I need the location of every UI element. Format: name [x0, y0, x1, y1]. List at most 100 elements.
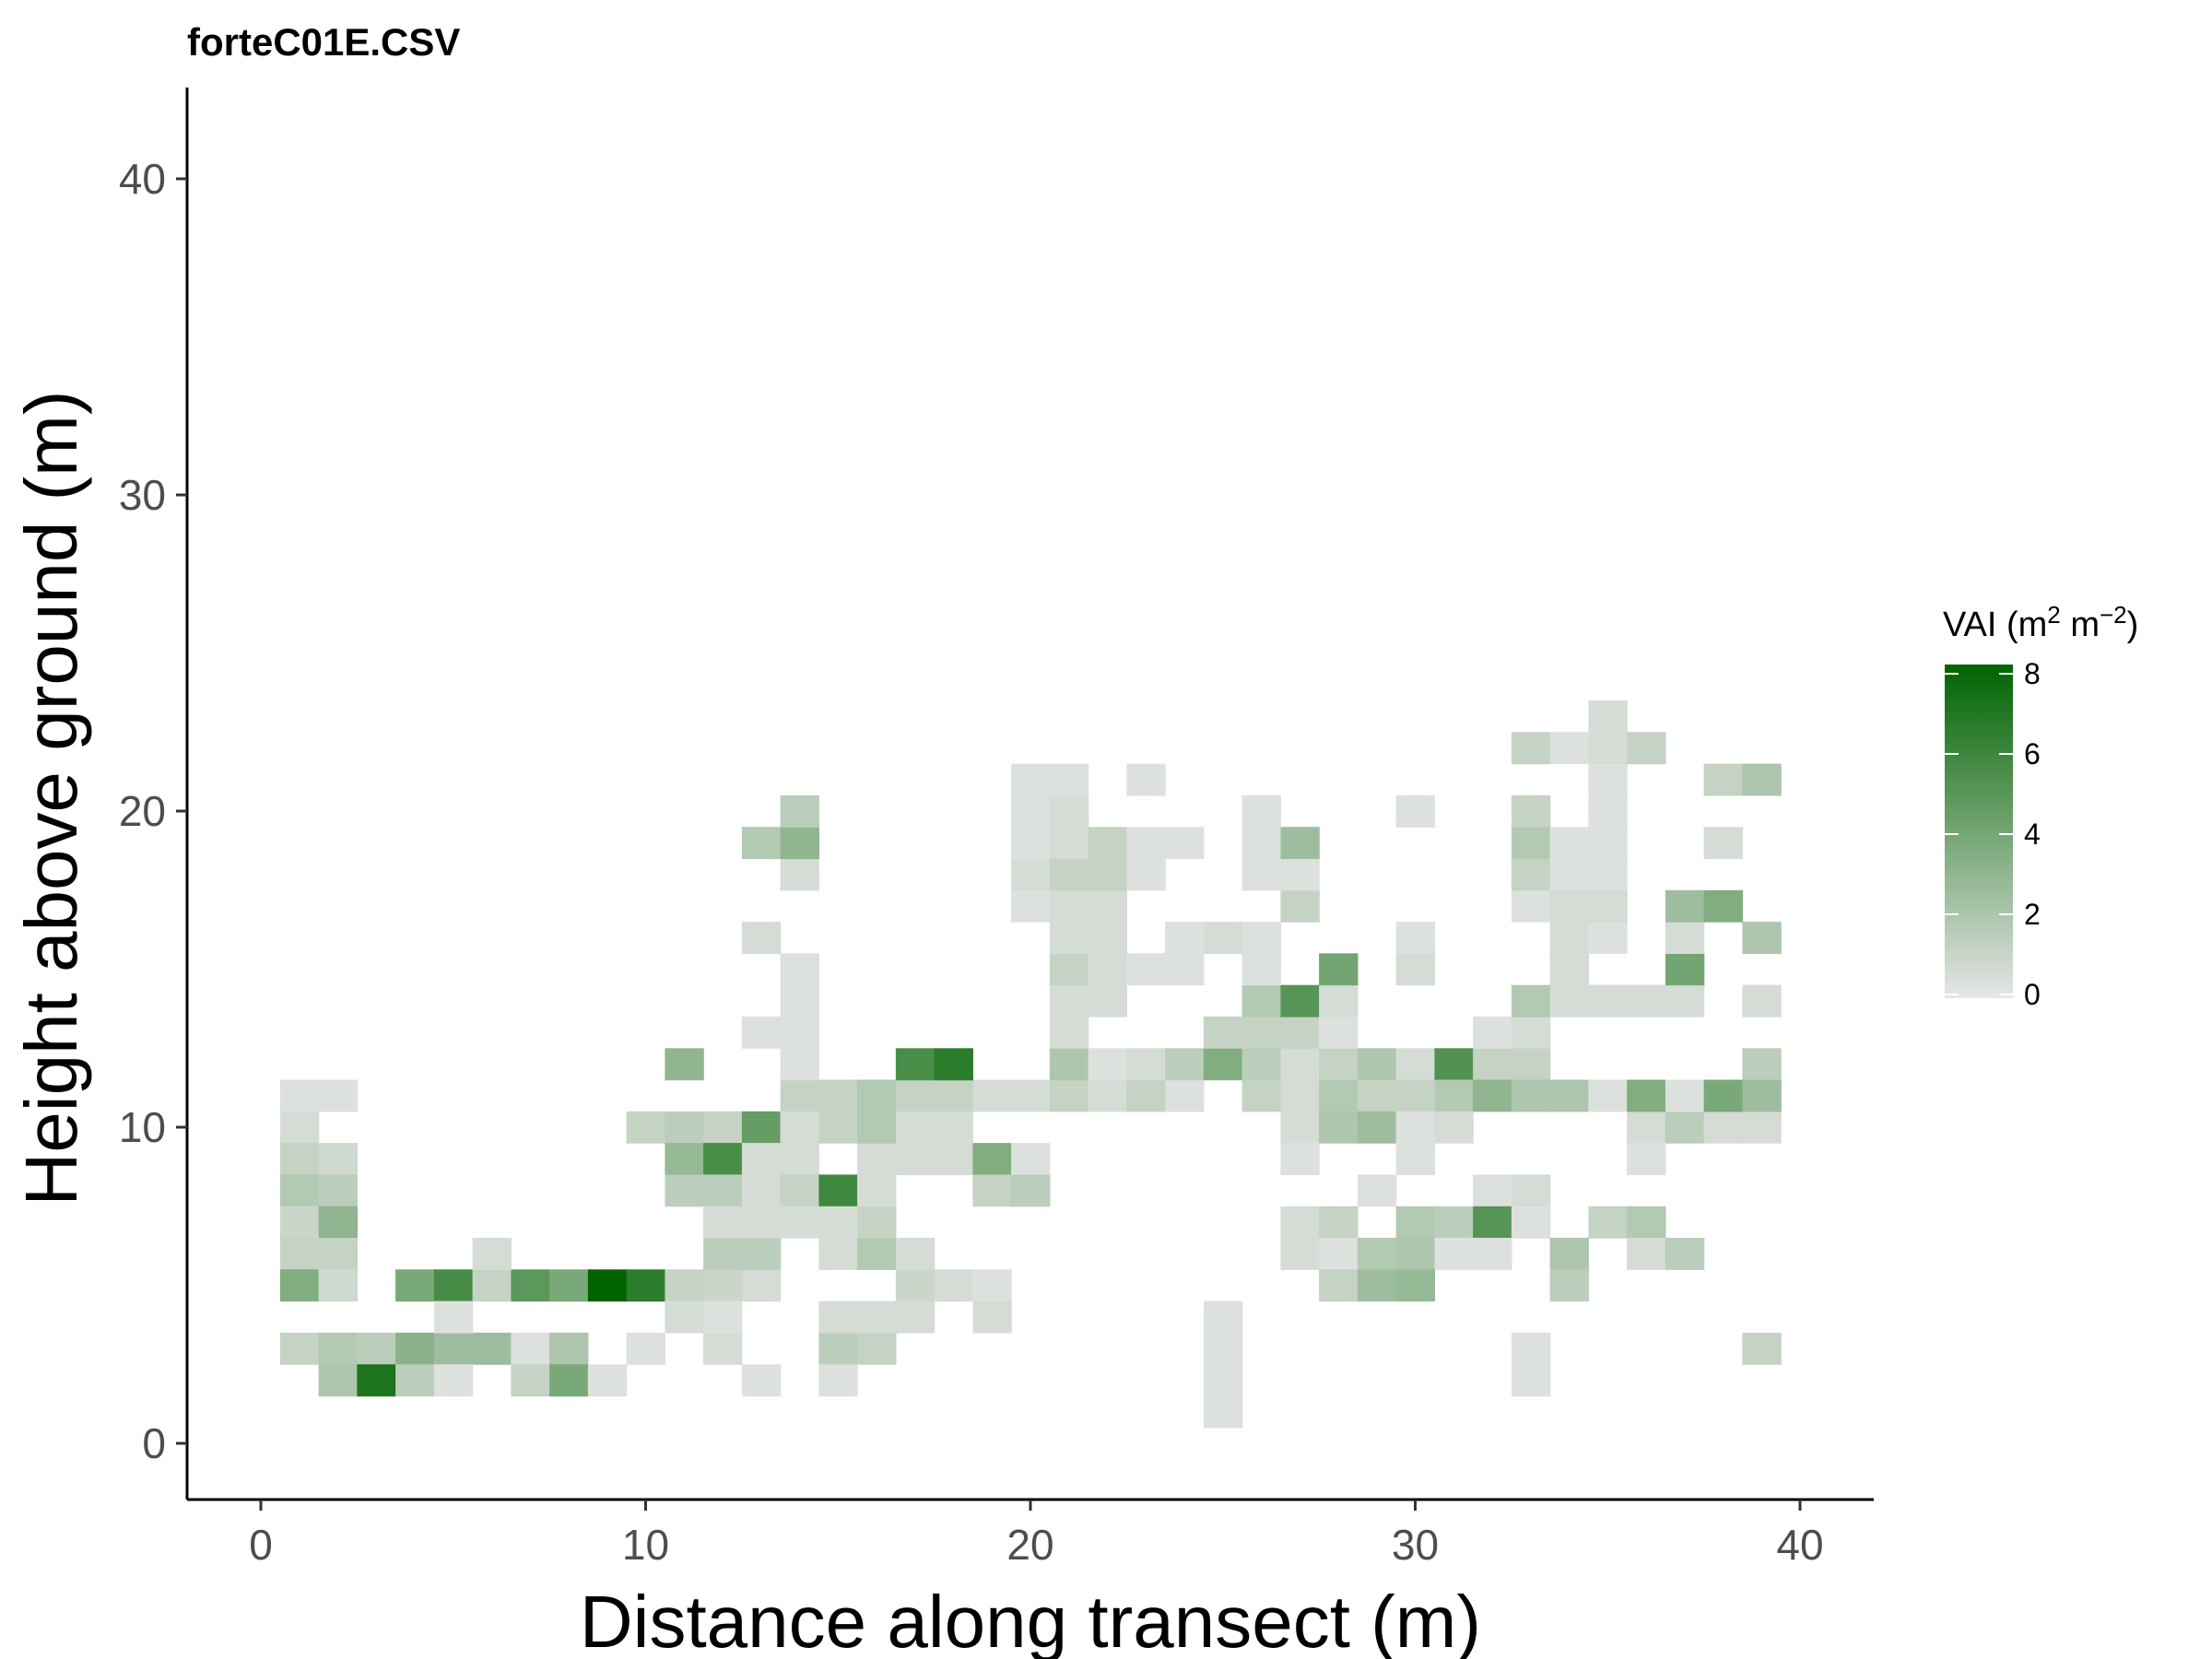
- legend-tick-label: 6: [2024, 737, 2041, 771]
- heatmap-cell: [1049, 858, 1089, 891]
- heatmap-cell: [1319, 1269, 1359, 1302]
- heatmap-cell: [1280, 984, 1320, 1018]
- heatmap-cell: [1395, 1111, 1435, 1144]
- heatmap-cell: [857, 1143, 897, 1175]
- heatmap-cell: [1511, 1174, 1551, 1207]
- heatmap-cell: [741, 827, 782, 860]
- heatmap-cell: [1165, 1048, 1205, 1081]
- legend-tick-label: 0: [2024, 978, 2041, 1011]
- y-tick-label: 30: [119, 471, 166, 519]
- heatmap-cell: [741, 1016, 782, 1049]
- heatmap-cell: [1280, 1079, 1320, 1112]
- heatmap-cell: [818, 1174, 858, 1207]
- heatmap-cell: [1588, 732, 1628, 765]
- heatmap-cell: [1742, 1111, 1782, 1144]
- heatmap-cell: [1241, 953, 1281, 986]
- heatmap-cell: [934, 1269, 973, 1302]
- heatmap-cell: [472, 1332, 512, 1365]
- heatmap-cell: [1588, 889, 1628, 923]
- heatmap-cell: [1280, 1111, 1320, 1144]
- heatmap-cell: [1049, 794, 1089, 828]
- heatmap-cell: [1473, 1079, 1512, 1112]
- heatmap-cells: [279, 700, 1782, 1429]
- heatmap-cell: [665, 1111, 704, 1144]
- heatmap-cell: [1511, 889, 1551, 923]
- heatmap-cell: [741, 1364, 782, 1397]
- heatmap-cell: [511, 1364, 550, 1397]
- heatmap-cell: [857, 1300, 897, 1334]
- heatmap-cell: [1511, 984, 1551, 1018]
- heatmap-cell: [1241, 1079, 1281, 1112]
- heatmap-cell: [895, 1300, 935, 1334]
- y-tick-label: 20: [119, 787, 166, 835]
- heatmap-cell: [1588, 763, 1628, 796]
- heatmap-cell: [395, 1332, 435, 1365]
- heatmap-cell: [1511, 732, 1551, 765]
- heatmap-cell: [1549, 1269, 1589, 1302]
- heatmap-cell: [818, 1111, 858, 1144]
- heatmap-cell: [972, 1300, 1012, 1334]
- heatmap-cell: [318, 1332, 358, 1365]
- heatmap-cell: [703, 1174, 743, 1207]
- heatmap-cell: [1627, 1238, 1666, 1270]
- heatmap-cell: [1511, 1206, 1551, 1239]
- heatmap-cell: [1011, 1174, 1051, 1207]
- heatmap-cell: [1088, 984, 1127, 1018]
- heatmap-cell: [1280, 827, 1320, 860]
- heatmap-cell: [703, 1300, 743, 1334]
- heatmap-cell: [1241, 794, 1281, 828]
- heatmap-cell: [433, 1364, 474, 1397]
- heatmap-cell: [1049, 763, 1089, 796]
- heatmap-cell: [1049, 1016, 1089, 1049]
- heatmap-cell: [318, 1174, 358, 1207]
- heatmap-cell: [1088, 889, 1127, 923]
- heatmap-cell: [1357, 1269, 1397, 1302]
- heatmap-cell: [357, 1364, 396, 1397]
- heatmap-cell: [818, 1206, 858, 1239]
- heatmap-cell: [1241, 1016, 1281, 1049]
- heatmap-cell: [857, 1174, 897, 1207]
- heatmap-cell: [1627, 1206, 1666, 1239]
- heatmap-cell: [1088, 1048, 1127, 1081]
- heatmap-cell: [1665, 984, 1705, 1018]
- heatmap-cell: [1126, 827, 1166, 860]
- heatmap-cell: [318, 1079, 358, 1112]
- heatmap-cell: [1049, 953, 1089, 986]
- heatmap-cell: [741, 1206, 782, 1239]
- heatmap-cell: [1395, 953, 1435, 986]
- heatmap-cell: [1241, 984, 1281, 1018]
- heatmap-cell: [1511, 1364, 1551, 1397]
- legend-tick-label: 8: [2024, 657, 2041, 690]
- heatmap-cell: [1165, 1079, 1205, 1112]
- heatmap-cell: [895, 1238, 935, 1270]
- heatmap-cell: [1241, 827, 1281, 860]
- x-axis-ticks: 0 10 20 30 40: [249, 1500, 1824, 1569]
- heatmap-cell: [279, 1143, 320, 1175]
- heatmap-cell: [780, 1206, 819, 1239]
- heatmap-cell: [511, 1269, 550, 1302]
- heatmap-cell: [1588, 1079, 1628, 1112]
- heatmap-cell: [1088, 953, 1127, 986]
- heatmap-cell: [1357, 1174, 1397, 1207]
- heatmap-cell: [1627, 732, 1666, 765]
- heatmap-cell: [1588, 984, 1628, 1018]
- heatmap-cell: [1665, 1079, 1705, 1112]
- heatmap-cell: [279, 1111, 320, 1144]
- heatmap-cell: [1203, 1048, 1243, 1081]
- heatmap-cell: [279, 1332, 320, 1365]
- heatmap-cell: [780, 794, 819, 828]
- heatmap-cell: [934, 1111, 973, 1144]
- heatmap-cell: [1742, 1048, 1782, 1081]
- heatmap-cell: [1588, 794, 1628, 828]
- legend-tick-label: 2: [2024, 898, 2041, 931]
- heatmap-cell: [1049, 984, 1089, 1018]
- heatmap-cell: [626, 1332, 665, 1365]
- heatmap-cell: [1280, 1016, 1320, 1049]
- heatmap-cell: [1549, 922, 1589, 954]
- heatmap-cell: [1588, 1206, 1628, 1239]
- heatmap-cell: [741, 1174, 782, 1207]
- heatmap-cell: [895, 1079, 935, 1112]
- heatmap-cell: [318, 1238, 358, 1270]
- heatmap-cell: [1011, 858, 1051, 891]
- heatmap-cell: [472, 1238, 512, 1270]
